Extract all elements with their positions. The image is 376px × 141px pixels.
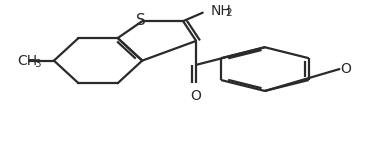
Text: O: O xyxy=(341,62,352,76)
Text: NH: NH xyxy=(211,4,232,18)
Text: CH: CH xyxy=(17,54,38,68)
Text: S: S xyxy=(136,13,146,28)
Text: 3: 3 xyxy=(34,59,41,69)
Text: 2: 2 xyxy=(225,8,232,18)
Text: O: O xyxy=(191,89,202,103)
